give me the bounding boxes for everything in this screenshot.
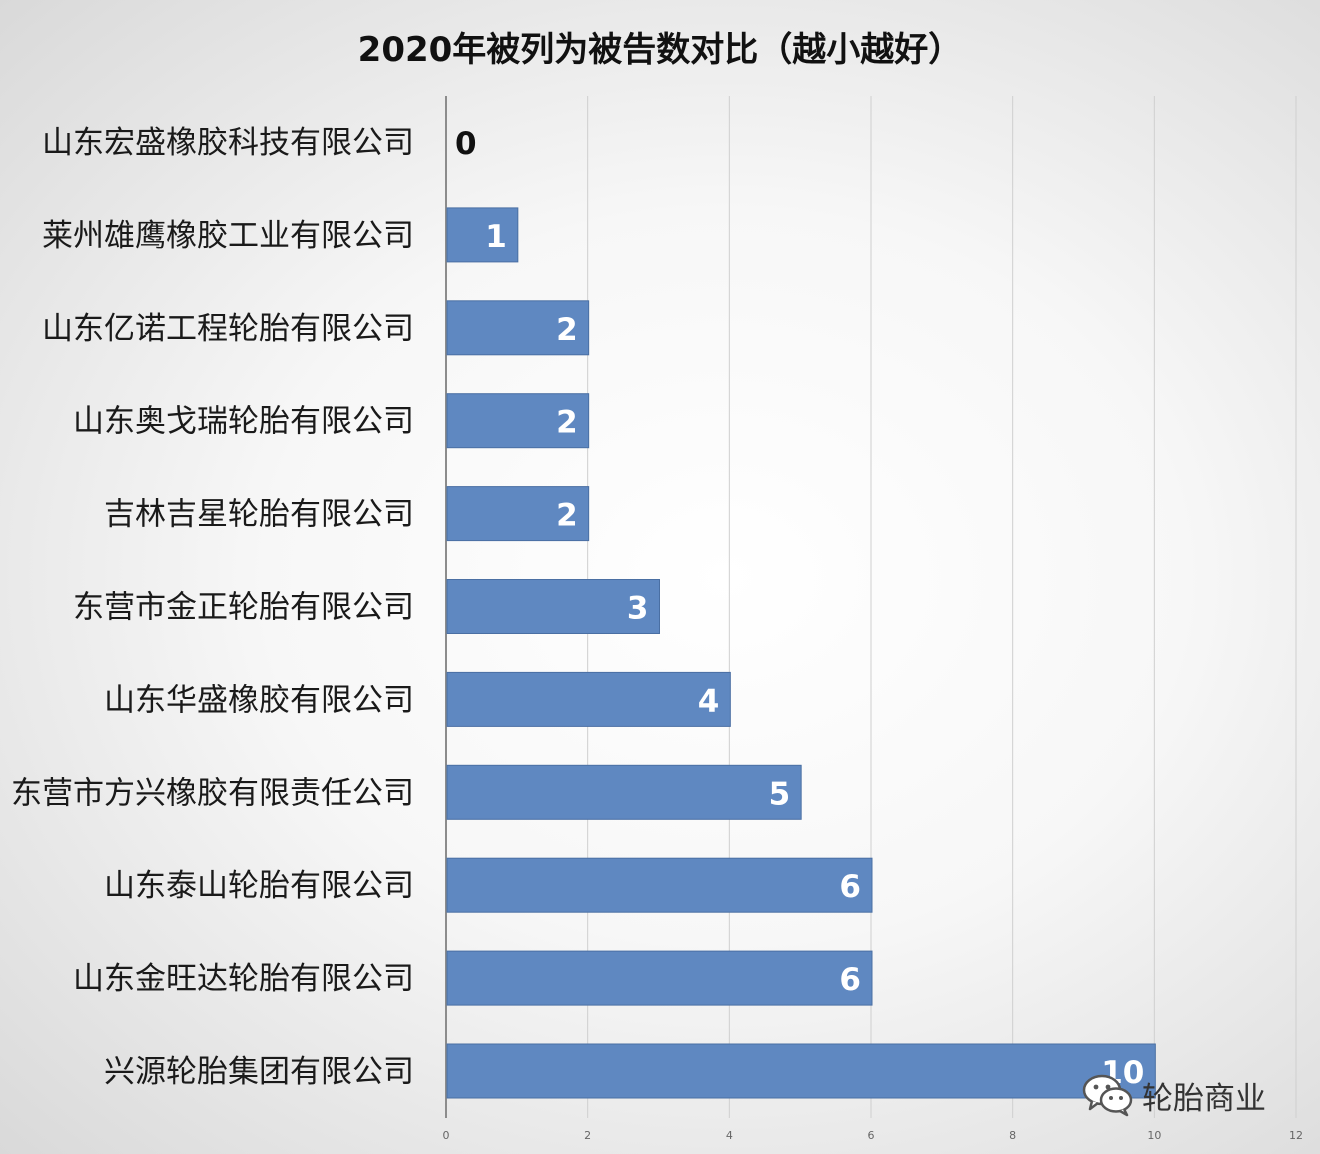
x-tick-labels: 0 2 4 6 8 10 12	[443, 1129, 1304, 1142]
category-label: 山东亿诺工程轮胎有限公司	[42, 311, 414, 347]
data-label: 2	[556, 405, 578, 441]
x-tick-label: 2	[584, 1129, 591, 1142]
bar	[446, 1043, 1156, 1099]
data-label: 6	[839, 869, 861, 905]
watermark: 轮胎商业	[1082, 1070, 1266, 1120]
category-label: 山东泰山轮胎有限公司	[104, 868, 414, 904]
data-label: 4	[698, 683, 720, 719]
category-label: 山东宏盛橡胶科技有限公司	[42, 125, 414, 161]
chart-title: 2020年被列为被告数对比（越小越好）	[357, 30, 963, 70]
bar	[446, 579, 660, 634]
x-tick-label: 6	[868, 1129, 875, 1142]
x-tick-label: 8	[1009, 1129, 1016, 1142]
x-tick-label: 12	[1289, 1129, 1303, 1142]
wechat-icon	[1082, 1074, 1133, 1117]
category-labels: 山东宏盛橡胶科技有限公司莱州雄鹰橡胶工业有限公司山东亿诺工程轮胎有限公司山东奥戈…	[11, 125, 414, 1090]
bar	[446, 950, 873, 1006]
bar	[446, 857, 873, 913]
category-label: 山东奥戈瑞轮胎有限公司	[73, 404, 414, 440]
data-label: 3	[627, 591, 649, 627]
bar	[446, 671, 731, 727]
data-label: 2	[556, 498, 578, 534]
category-label: 山东华盛橡胶有限公司	[104, 682, 414, 718]
x-tick-label: 0	[443, 1129, 450, 1142]
data-label: 6	[839, 962, 861, 998]
bar	[446, 764, 802, 820]
category-label: 东营市方兴橡胶有限责任公司	[11, 775, 414, 811]
bars	[446, 207, 1156, 1099]
x-tick-label: 4	[726, 1129, 733, 1142]
bar	[446, 486, 590, 542]
category-label: 兴源轮胎集团有限公司	[104, 1054, 414, 1090]
x-tick-label: 10	[1147, 1129, 1161, 1142]
category-label: 吉林吉星轮胎有限公司	[104, 497, 414, 533]
data-label: 0	[455, 126, 477, 162]
bar	[446, 393, 590, 449]
bar	[446, 300, 590, 356]
watermark-text: 轮胎商业	[1142, 1080, 1266, 1117]
category-label: 莱州雄鹰橡胶工业有限公司	[42, 218, 414, 254]
data-label: 2	[556, 312, 578, 348]
category-label: 山东金旺达轮胎有限公司	[73, 961, 414, 997]
grid-lines	[587, 96, 1297, 1118]
data-label: 5	[769, 776, 791, 812]
category-label: 东营市金正轮胎有限公司	[73, 590, 414, 626]
data-label: 1	[485, 219, 507, 255]
bar	[446, 207, 519, 263]
